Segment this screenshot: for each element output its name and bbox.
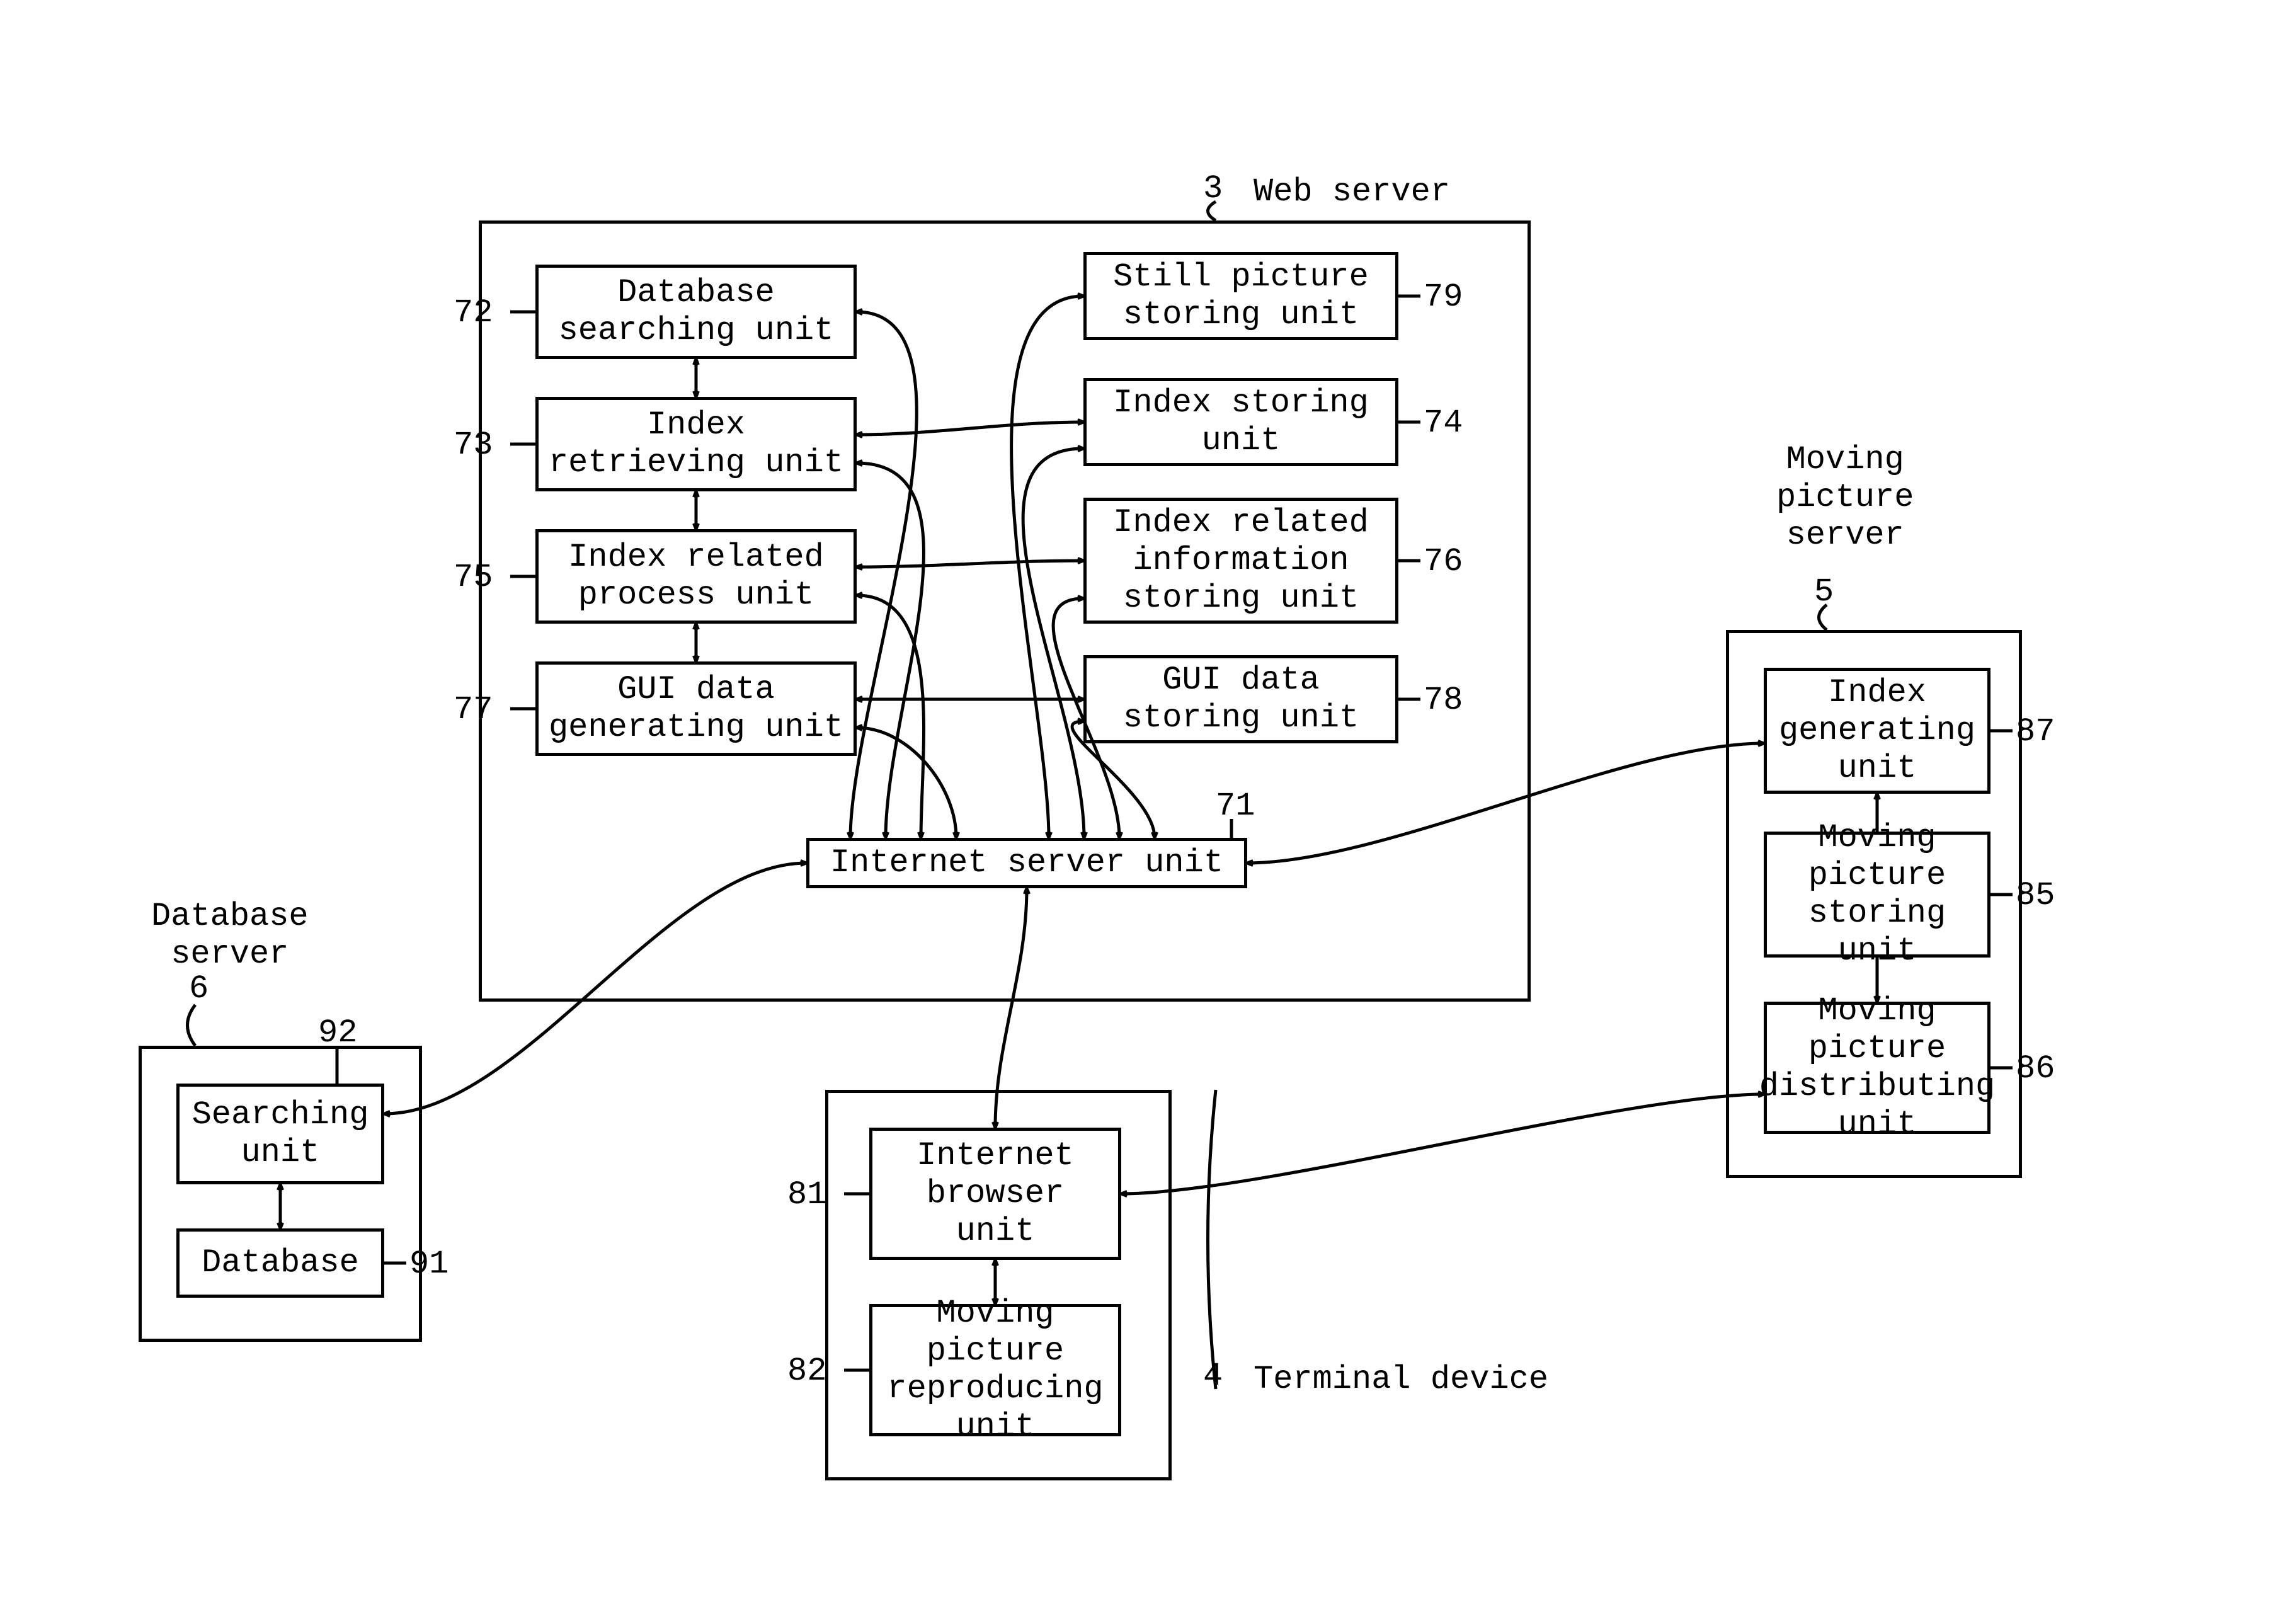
unit-u72: Database searching unit — [535, 265, 857, 359]
container-number-mov: 5 — [1814, 573, 1834, 611]
container-label-web: Web server — [1254, 173, 1450, 211]
unit-u76: Index related information storing unit — [1083, 498, 1398, 624]
unit-u78: GUI data storing unit — [1083, 655, 1398, 743]
container-label-term: Terminal device — [1254, 1361, 1548, 1399]
unit-number-u77: 77 — [454, 691, 493, 729]
unit-u92: Searching unit — [176, 1084, 384, 1184]
container-label-db: Database server — [151, 898, 309, 973]
unit-u79: Still picture storing unit — [1083, 252, 1398, 340]
unit-number-u82: 82 — [787, 1353, 826, 1390]
unit-number-u72: 72 — [454, 294, 493, 332]
unit-u73: Index retrieving unit — [535, 397, 857, 491]
unit-number-u76: 76 — [1424, 543, 1463, 581]
container-number-db: 6 — [189, 970, 208, 1008]
unit-u74: Index storing unit — [1083, 378, 1398, 466]
unit-number-u81: 81 — [787, 1176, 826, 1214]
unit-number-u91: 91 — [409, 1245, 448, 1283]
container-number-web: 3 — [1203, 170, 1223, 208]
container-number-term: 4 — [1203, 1358, 1223, 1395]
unit-number-u86: 86 — [2016, 1050, 2055, 1088]
unit-u82: Moving picture reproducing unit — [869, 1304, 1121, 1436]
unit-number-u78: 78 — [1424, 682, 1463, 719]
unit-u71: Internet server unit — [806, 838, 1247, 888]
unit-number-u73: 73 — [454, 426, 493, 464]
unit-number-u75: 75 — [454, 559, 493, 597]
unit-number-u74: 74 — [1424, 404, 1463, 442]
unit-number-u87: 87 — [2016, 713, 2055, 751]
unit-u81: Internet browser unit — [869, 1128, 1121, 1260]
diagram-stage: Database searching unit 72 Index retrievin… — [0, 0, 2296, 1619]
unit-number-u71: 71 — [1216, 787, 1255, 825]
unit-u77: GUI data generating unit — [535, 661, 857, 756]
unit-number-u79: 79 — [1424, 278, 1463, 316]
unit-u85: Moving picture storing unit — [1764, 832, 1990, 958]
unit-u91: Database — [176, 1228, 384, 1298]
unit-u87: Index generating unit — [1764, 668, 1990, 794]
unit-u86: Moving picture distributing unit — [1764, 1002, 1990, 1134]
unit-number-u92: 92 — [318, 1014, 357, 1052]
unit-u75: Index related process unit — [535, 529, 857, 624]
unit-number-u85: 85 — [2016, 877, 2055, 915]
container-label-mov: Moving picture server — [1776, 441, 1914, 554]
